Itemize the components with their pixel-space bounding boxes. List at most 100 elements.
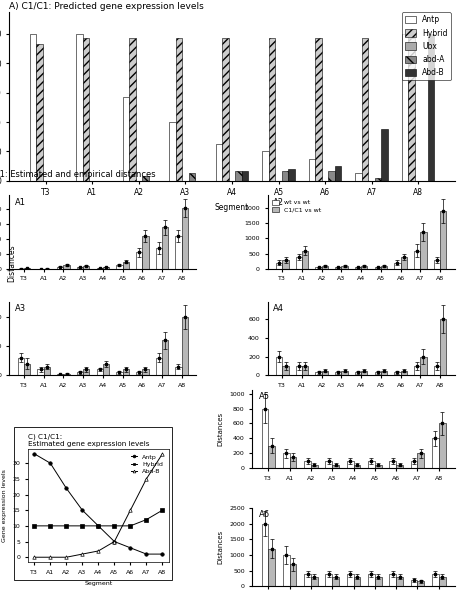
Bar <box>136 252 142 269</box>
Bar <box>96 268 103 269</box>
Bar <box>321 266 327 269</box>
Text: Distances: Distances <box>7 244 16 282</box>
Bar <box>346 574 353 586</box>
Bar <box>380 266 386 269</box>
Bar <box>129 38 135 181</box>
Bar <box>289 564 296 586</box>
Bar <box>361 38 368 181</box>
Bar <box>83 266 89 269</box>
Bar <box>282 366 288 375</box>
Bar <box>419 356 425 375</box>
Bar <box>395 465 402 468</box>
Bar <box>381 130 387 181</box>
Text: A2: A2 <box>273 198 283 207</box>
Bar <box>289 457 296 468</box>
Bar <box>419 232 425 269</box>
Bar <box>57 374 63 375</box>
Text: A6: A6 <box>258 510 269 519</box>
Bar <box>315 38 321 181</box>
Bar <box>367 574 374 586</box>
Bar <box>413 366 419 375</box>
Bar <box>301 250 308 269</box>
Bar <box>310 577 317 586</box>
Bar <box>122 262 129 269</box>
Bar <box>413 250 419 269</box>
Bar <box>275 356 282 375</box>
Bar <box>268 38 275 181</box>
Bar <box>18 358 24 375</box>
Bar <box>438 577 444 586</box>
Bar <box>417 453 423 468</box>
Bar <box>235 170 241 181</box>
Bar <box>433 260 439 269</box>
Bar <box>367 461 374 468</box>
Bar <box>354 372 360 375</box>
Bar <box>162 227 168 269</box>
Text: A4: A4 <box>273 304 283 313</box>
Bar <box>215 144 222 181</box>
Bar <box>142 369 148 375</box>
Bar <box>96 369 103 375</box>
Bar <box>394 372 400 375</box>
Bar <box>301 366 308 375</box>
Bar <box>354 268 360 269</box>
Bar <box>325 461 332 468</box>
Text: A3: A3 <box>15 304 26 313</box>
Bar <box>310 465 317 468</box>
Bar <box>433 366 439 375</box>
Bar <box>181 208 188 269</box>
Bar <box>417 581 423 586</box>
Bar <box>334 166 341 181</box>
Bar <box>295 366 301 375</box>
Bar <box>63 374 69 375</box>
Bar <box>410 580 417 586</box>
Bar <box>142 176 148 181</box>
Bar <box>355 173 361 181</box>
Bar <box>103 363 109 375</box>
Bar <box>304 461 310 468</box>
Bar <box>395 577 402 586</box>
Bar <box>262 152 268 181</box>
Bar <box>261 524 268 586</box>
Bar <box>394 263 400 269</box>
Bar <box>136 372 142 375</box>
Bar <box>169 122 175 181</box>
Bar <box>374 268 380 269</box>
Legend: Antp, Hybrid, Abd-B: Antp, Hybrid, Abd-B <box>128 452 165 477</box>
Bar <box>77 268 83 269</box>
Bar <box>304 574 310 586</box>
Bar <box>24 268 30 269</box>
Bar <box>155 248 162 269</box>
Bar <box>77 372 83 375</box>
Bar <box>282 260 288 269</box>
Text: B) C1/C1: Estimated and empirical distances: B) C1/C1: Estimated and empirical distan… <box>0 170 156 179</box>
Bar <box>36 44 43 181</box>
Bar <box>431 439 438 468</box>
Bar <box>282 555 289 586</box>
Bar <box>281 170 288 181</box>
Bar <box>341 371 347 375</box>
Bar <box>188 173 195 181</box>
Bar <box>282 453 289 468</box>
Bar <box>116 265 122 269</box>
Bar <box>407 38 414 181</box>
Bar <box>295 257 301 269</box>
Bar <box>261 408 268 468</box>
Y-axis label: Distances: Distances <box>217 412 223 446</box>
Bar <box>83 369 89 375</box>
Bar <box>122 97 129 181</box>
Bar <box>334 372 341 375</box>
Bar <box>439 319 445 375</box>
Bar <box>116 372 122 375</box>
Bar <box>222 38 228 181</box>
Bar <box>325 574 332 586</box>
Bar <box>175 366 181 375</box>
Bar <box>410 461 417 468</box>
Bar <box>401 34 407 181</box>
X-axis label: Segment: Segment <box>214 203 249 212</box>
Bar <box>241 170 248 181</box>
Legend: Antp, Hybrid, Ubx, abd-A, Abd-B: Antp, Hybrid, Ubx, abd-A, Abd-B <box>401 12 450 80</box>
Bar <box>439 211 445 269</box>
Bar <box>44 366 50 375</box>
Bar <box>374 577 381 586</box>
